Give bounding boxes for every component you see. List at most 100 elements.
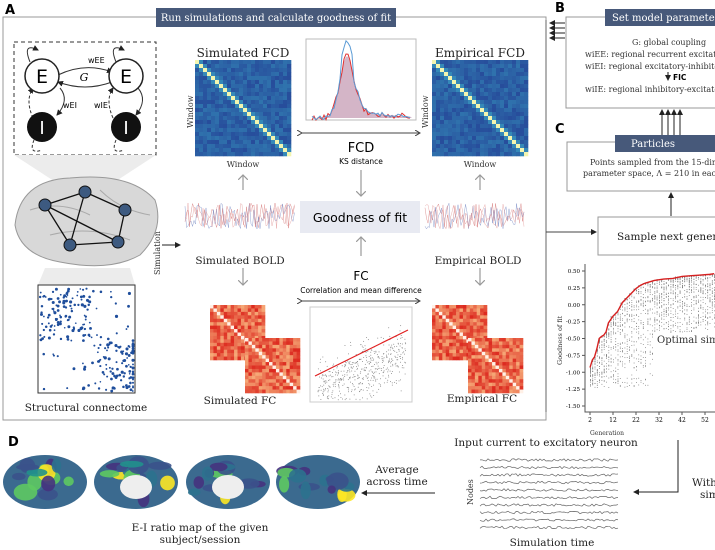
- particle-point: [691, 302, 692, 303]
- matrix-cell: [203, 152, 208, 157]
- particle-point: [682, 284, 683, 286]
- particle-point: [596, 385, 598, 386]
- particle-point: [610, 361, 612, 363]
- particle-point: [691, 280, 692, 281]
- matrix-cell: [279, 355, 284, 359]
- scatter-point: [321, 386, 323, 388]
- matrix-cell: [516, 379, 520, 383]
- scatter-point: [380, 378, 382, 380]
- scatter-point: [331, 392, 333, 394]
- scatter-point: [343, 379, 345, 381]
- particles-banner: [615, 135, 715, 152]
- scatter-point: [389, 347, 391, 349]
- particle-point: [638, 292, 640, 294]
- particle-point: [629, 385, 630, 386]
- matrix-cell: [496, 104, 501, 109]
- matrix-cell: [468, 92, 473, 97]
- matrix-cell: [269, 341, 273, 346]
- scatter-point: [403, 353, 405, 355]
- particle-point: [672, 282, 674, 283]
- matrix-cell: [508, 116, 513, 121]
- scatter-point: [344, 344, 346, 346]
- matrix-cell: [498, 348, 503, 353]
- particle-point: [594, 378, 596, 380]
- matrix-cell: [452, 72, 457, 77]
- particle-point: [688, 284, 690, 286]
- matrix-cell: [469, 305, 474, 309]
- matrix-cell: [211, 64, 216, 69]
- particle-point: [631, 309, 633, 311]
- matrix-cell: [235, 104, 240, 109]
- connection-dot: [80, 298, 83, 301]
- self-loop-arrow: [26, 45, 39, 63]
- matrix-cell: [520, 116, 525, 121]
- matrix-cell: [245, 368, 249, 373]
- matrix-cell: [492, 389, 496, 394]
- particle-point: [619, 325, 621, 327]
- matrix-cell: [484, 148, 489, 153]
- matrix-cell: [255, 136, 260, 141]
- particle-point: [599, 356, 600, 358]
- particle-point: [711, 301, 713, 303]
- particle-point: [711, 283, 713, 285]
- matrix-cell: [481, 375, 486, 380]
- scatter-point: [319, 361, 321, 363]
- scatter-point: [324, 382, 326, 384]
- particle-point: [700, 282, 702, 284]
- matrix-cell: [259, 124, 264, 129]
- matrix-cell: [504, 136, 509, 141]
- matrix-cell: [227, 92, 232, 97]
- scatter-point: [377, 365, 379, 367]
- connection-dot: [96, 351, 99, 354]
- particle-point: [682, 323, 683, 325]
- particle-point: [709, 287, 711, 289]
- matrix-cell: [468, 341, 472, 346]
- particle-point: [677, 307, 679, 309]
- matrix-cell: [283, 116, 288, 121]
- matrix-cell: [495, 375, 500, 380]
- matrix-cell: [279, 362, 284, 366]
- matrix-cell: [247, 68, 252, 73]
- particle-point: [631, 320, 633, 322]
- matrix-cell: [248, 375, 253, 380]
- matrix-cell: [283, 60, 288, 65]
- scatter-point: [358, 359, 360, 361]
- particle-point: [631, 345, 633, 346]
- matrix-cell: [524, 72, 529, 77]
- matrix-cell: [509, 351, 513, 356]
- connection-dot: [42, 387, 46, 391]
- particle-point: [670, 281, 672, 283]
- matrix-cell: [255, 72, 260, 77]
- particle-point: [691, 305, 692, 307]
- matrix-cell: [216, 318, 221, 323]
- particle-point: [672, 330, 674, 332]
- scatter-point: [356, 361, 358, 363]
- matrix-cell: [519, 362, 524, 366]
- particle-point: [626, 377, 628, 379]
- particle-point: [684, 296, 686, 298]
- scatter-point: [354, 362, 356, 364]
- particle-point: [702, 284, 704, 286]
- matrix-cell: [223, 148, 228, 153]
- matrix-cell: [468, 76, 473, 81]
- particle-point: [700, 296, 702, 298]
- matrix-cell: [259, 64, 264, 69]
- matrix-cell: [245, 338, 249, 342]
- scatter-point: [371, 396, 373, 398]
- matrix-cell: [460, 76, 465, 81]
- particle-point: [670, 310, 672, 312]
- matrix-cell: [452, 116, 457, 121]
- scatter-point: [397, 354, 399, 356]
- particle-point: [622, 304, 623, 306]
- particle-point: [622, 328, 623, 330]
- particle-point: [672, 290, 674, 292]
- y-tick-label: -0.50: [566, 337, 581, 343]
- matrix-cell: [203, 88, 208, 93]
- particle-point: [700, 306, 702, 308]
- particle-point: [654, 329, 656, 331]
- matrix-cell: [211, 148, 216, 153]
- particle-point: [693, 281, 695, 283]
- x-tick-label: 22: [632, 417, 640, 424]
- matrix-cell: [476, 325, 481, 330]
- particle-point: [682, 306, 683, 308]
